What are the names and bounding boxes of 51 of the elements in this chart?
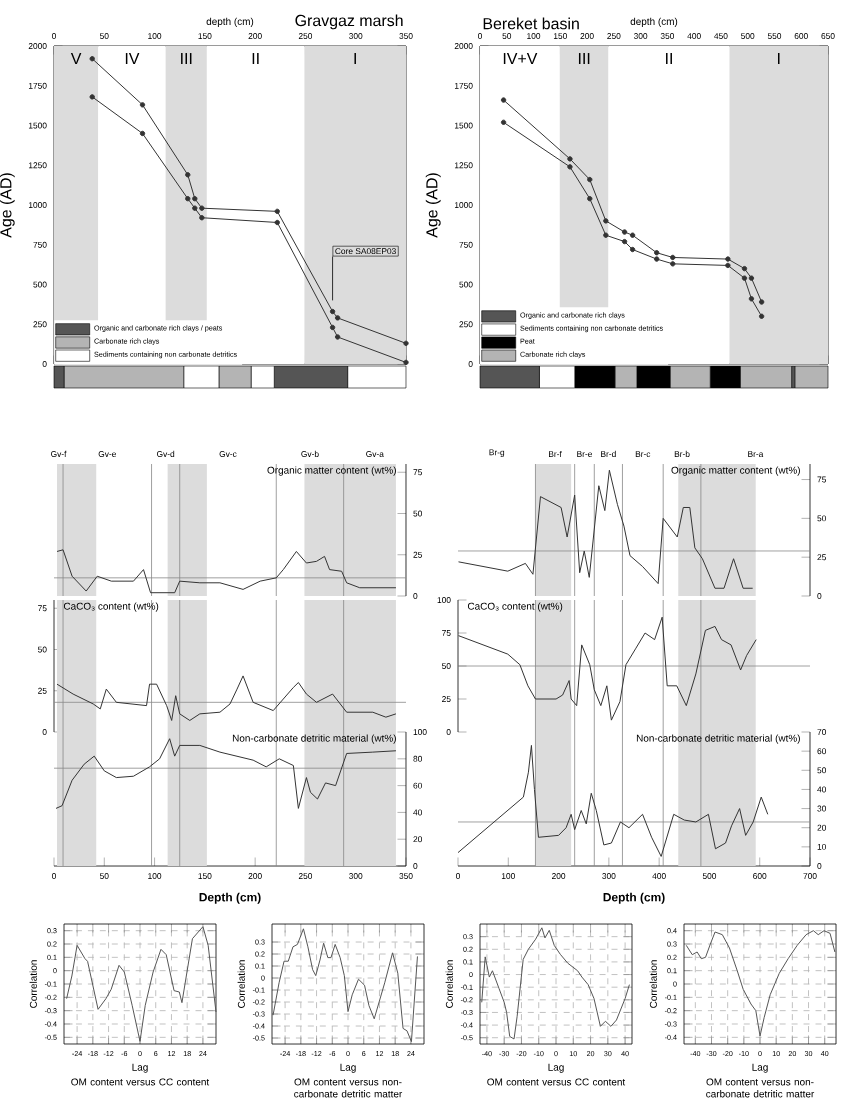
point xyxy=(567,164,573,170)
point xyxy=(139,102,146,108)
point xyxy=(621,238,628,245)
point xyxy=(653,256,660,262)
point xyxy=(567,156,573,162)
point xyxy=(274,219,280,226)
line-series xyxy=(272,928,418,1043)
point xyxy=(89,94,95,100)
line-series xyxy=(685,930,836,1037)
point xyxy=(403,340,409,347)
line-series xyxy=(481,927,630,1040)
point xyxy=(741,275,748,281)
point xyxy=(629,232,636,238)
line-series xyxy=(66,926,217,1042)
point xyxy=(748,296,755,302)
point xyxy=(329,324,336,331)
point xyxy=(758,299,765,305)
point xyxy=(329,308,336,315)
line-series xyxy=(55,738,397,809)
point xyxy=(185,195,191,202)
point xyxy=(587,195,593,202)
point xyxy=(603,218,609,224)
line-series xyxy=(458,616,757,721)
point xyxy=(500,119,507,126)
point xyxy=(199,205,205,211)
point xyxy=(748,275,755,281)
point xyxy=(629,246,636,253)
point xyxy=(741,265,748,272)
point xyxy=(199,215,205,221)
point xyxy=(653,250,660,256)
line-series xyxy=(56,549,397,594)
point xyxy=(587,176,593,183)
point xyxy=(185,172,191,178)
point xyxy=(621,229,628,235)
point xyxy=(500,97,507,103)
point xyxy=(89,56,95,62)
line-series xyxy=(56,675,397,721)
point xyxy=(334,334,341,340)
point xyxy=(670,254,676,261)
point xyxy=(192,205,198,211)
point xyxy=(139,130,146,137)
point xyxy=(603,232,609,238)
line-series xyxy=(457,744,769,857)
point xyxy=(274,208,280,215)
point xyxy=(403,359,409,366)
point xyxy=(670,261,676,267)
point xyxy=(725,256,731,262)
point xyxy=(758,313,765,319)
point xyxy=(192,195,198,202)
point xyxy=(725,262,731,269)
point xyxy=(334,315,341,321)
